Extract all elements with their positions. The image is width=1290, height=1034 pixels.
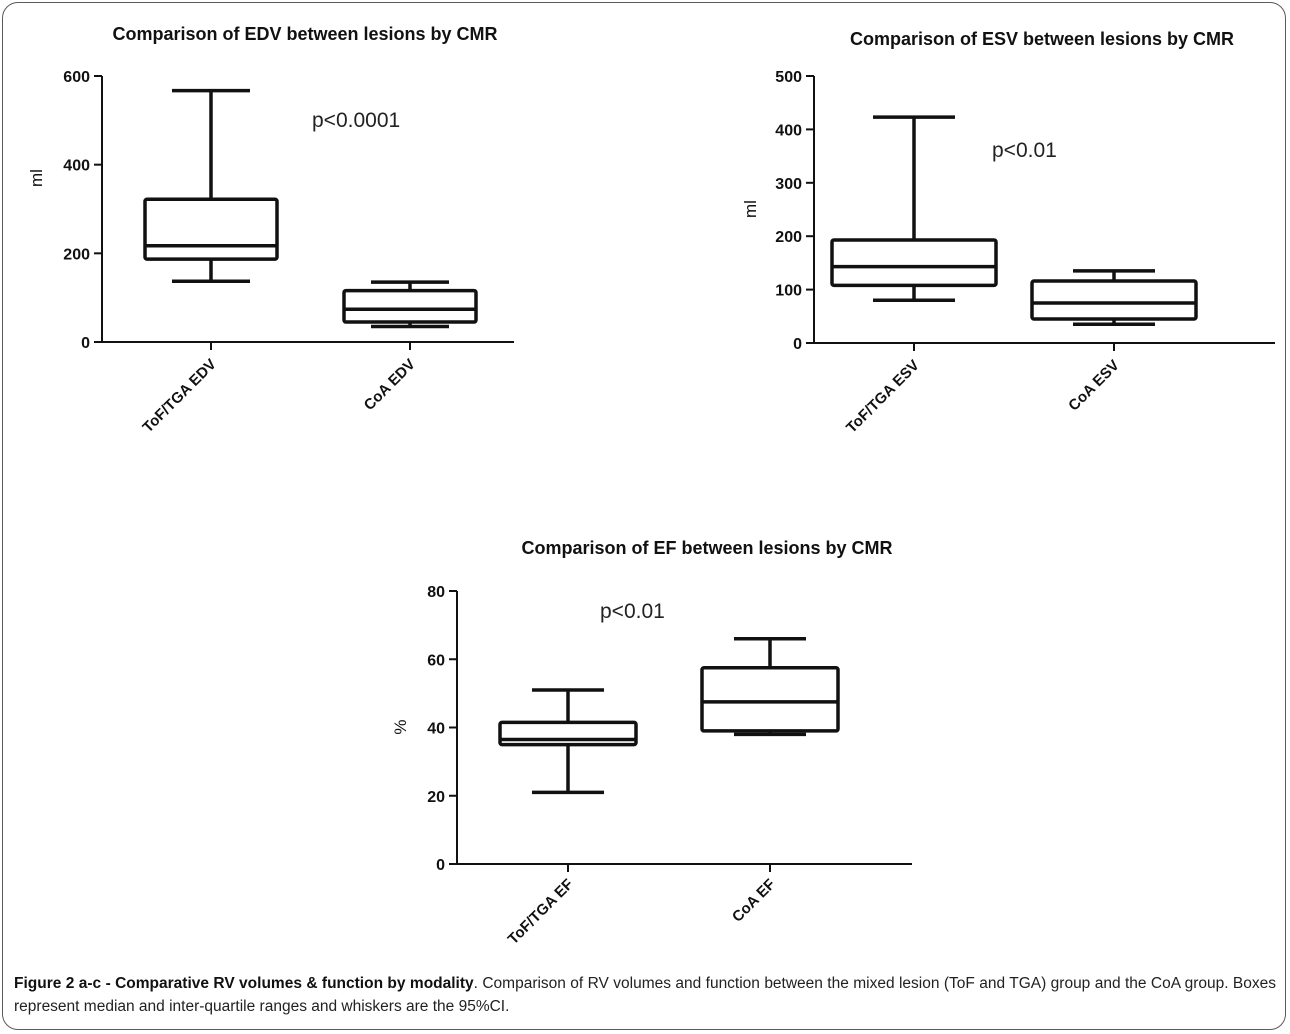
interquartile-box <box>342 288 478 324</box>
y-tick-label: 200 <box>63 246 90 263</box>
category-label: CoA EDV <box>361 356 419 414</box>
chart-title: Comparison of EF between lesions by CMR <box>521 538 892 558</box>
box-1 <box>143 88 279 284</box>
interquartile-box <box>830 238 998 288</box>
y-tick-label: 0 <box>81 335 90 352</box>
category-label: CoA ESV <box>1065 357 1123 415</box>
box-1 <box>498 688 638 795</box>
box-2 <box>1030 269 1198 327</box>
y-tick-label: 500 <box>775 69 802 86</box>
y-tick-label: 0 <box>793 336 802 353</box>
ef-box-chart: Comparison of EF between lesions by CMR 0… <box>391 538 912 948</box>
y-tick-label: 600 <box>63 69 90 86</box>
interquartile-box <box>700 666 840 733</box>
y-tick-label: 20 <box>427 789 445 806</box>
y-tick-label: 300 <box>775 176 802 193</box>
chart-title: Comparison of EDV between lesions by CMR <box>112 24 497 44</box>
y-axis-label: ml <box>741 200 760 218</box>
y-axis-label: ml <box>27 169 46 187</box>
p-value-annotation: p<0.0001 <box>312 109 400 132</box>
interquartile-box <box>1030 279 1198 321</box>
y-tick-label: 0 <box>436 857 445 874</box>
y-tick-label: 400 <box>63 158 90 175</box>
y-tick-label: 200 <box>775 229 802 246</box>
caption-text: . Comparison of RV volumes and function … <box>14 975 1277 1015</box>
y-axis-label: % <box>391 719 410 734</box>
box-2 <box>342 280 478 329</box>
y-tick-label: 40 <box>427 721 445 738</box>
box-2 <box>700 637 840 737</box>
esv-box-chart: Comparison of ESV between lesions by CMR… <box>741 29 1275 437</box>
category-label: ToF/TGA EDV <box>139 356 219 436</box>
category-label: ToF/TGA ESV <box>843 357 923 437</box>
p-value-annotation: p<0.01 <box>992 139 1057 162</box>
caption-label: Figure 2 a-c - Comparative RV volumes & … <box>14 975 474 992</box>
y-tick-label: 60 <box>427 652 445 669</box>
interquartile-box <box>143 197 279 261</box>
interquartile-box <box>498 720 638 747</box>
y-tick-label: 100 <box>775 283 802 300</box>
box-1 <box>830 115 998 303</box>
edv-box-chart: Comparison of EDV between lesions by CMR… <box>27 24 514 436</box>
chart-title: Comparison of ESV between lesions by CMR <box>850 29 1234 49</box>
y-tick-label: 400 <box>775 122 802 139</box>
y-tick-label: 80 <box>427 584 445 601</box>
category-label: CoA EF <box>729 876 779 926</box>
figure-caption: Figure 2 a-c - Comparative RV volumes & … <box>14 972 1276 1018</box>
category-label: ToF/TGA EF <box>505 876 577 948</box>
p-value-annotation: p<0.01 <box>600 600 665 623</box>
